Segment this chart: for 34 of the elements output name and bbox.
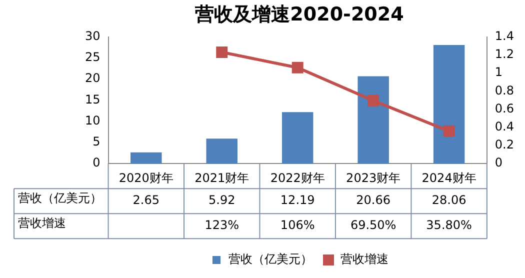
x-tick-label: 2024财年	[422, 170, 476, 185]
data-label: 28.06	[432, 193, 466, 208]
x-tick-label: 2023财年	[346, 170, 401, 185]
y-tick-label: 25	[84, 50, 100, 64]
y2-tick-label: 0.2	[494, 138, 514, 152]
text: 营收增速	[18, 216, 66, 230]
y2-tick-label: 0.6	[494, 101, 514, 116]
y2-tick-label: 0.8	[494, 83, 514, 98]
data-label: 69.50%	[350, 218, 396, 232]
x-tick-label: 2022财年	[270, 170, 325, 185]
y2-tick-label: 0	[494, 156, 503, 170]
data-label: 12.19	[280, 193, 315, 208]
y-tick-label: 5	[92, 134, 100, 149]
legend-label: 营收（亿美元）	[228, 252, 312, 266]
data-label: 106%	[280, 218, 315, 232]
x-tick-label: 2020财年	[118, 170, 174, 185]
y2-tick-label: 1	[494, 65, 503, 80]
chart-title: 营收及增速2020-2024	[194, 3, 404, 26]
y-tick-label: 15	[84, 92, 100, 106]
y-tick-label: 20	[84, 71, 100, 86]
y2-tick-label: 1.4	[494, 28, 514, 43]
data-label: 2.65	[132, 193, 160, 208]
y2-tick-label: 0.4	[494, 119, 514, 134]
data-label: 20.66	[356, 193, 390, 208]
x-tick-label: 2021财年	[194, 170, 250, 185]
y2-tick-label: 1.2	[494, 47, 514, 62]
y-tick-label: 30	[84, 28, 100, 43]
y-tick-label: 0	[92, 156, 100, 170]
y-tick-label: 10	[84, 113, 100, 128]
text: 营收（亿美元）	[18, 191, 102, 206]
data-label: 5.92	[208, 193, 236, 208]
data-label: 123%	[204, 218, 240, 232]
legend-label: 营收增速	[340, 252, 388, 266]
data-label: 35.80%	[426, 218, 472, 232]
